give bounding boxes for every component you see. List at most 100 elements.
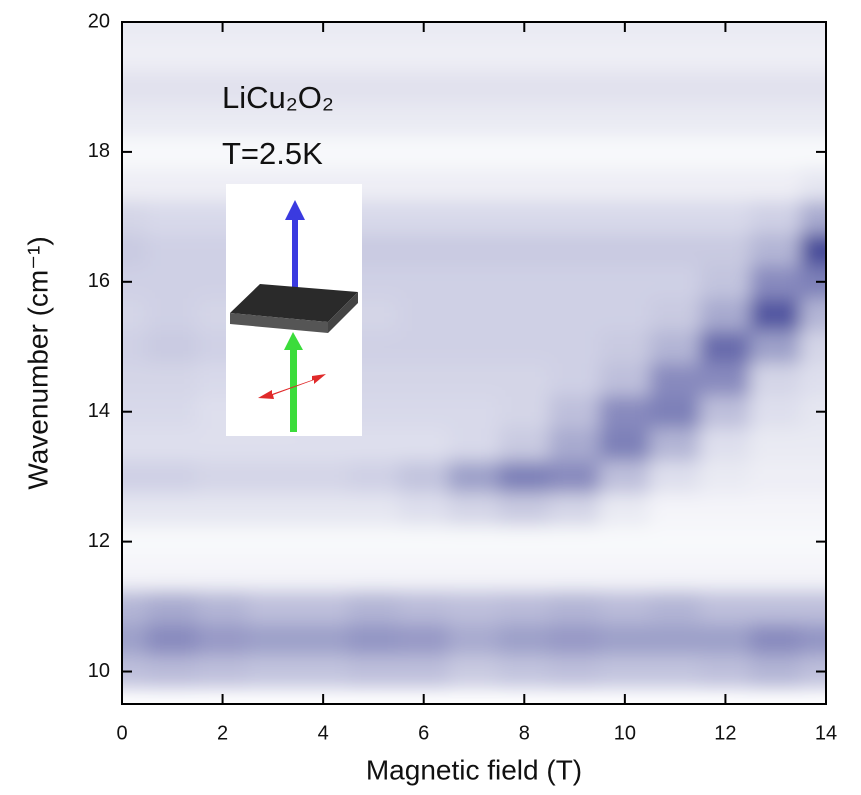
heat-cell — [448, 297, 500, 332]
heat-cell — [247, 70, 299, 104]
x-tick-label: 2 — [217, 722, 228, 744]
heat-cell — [498, 394, 550, 429]
heat-cell — [699, 232, 752, 267]
heat-cell — [750, 297, 802, 332]
heat-cell — [297, 37, 349, 72]
heat-cell — [548, 362, 601, 396]
heat-cell — [750, 394, 802, 429]
heat-cell — [498, 200, 550, 234]
heat-cell — [750, 37, 802, 72]
heat-cell — [146, 427, 198, 461]
heat-cell — [398, 297, 450, 332]
heat-cell — [699, 492, 752, 526]
heat-cell — [699, 330, 752, 364]
heat-cell — [548, 654, 601, 689]
heat-cell — [699, 70, 752, 104]
heat-cell — [599, 297, 651, 332]
heat-cell — [548, 232, 601, 267]
heat-cell — [498, 589, 550, 624]
annotation: T=2.5K — [222, 136, 323, 171]
heat-cell — [649, 524, 701, 559]
heat-cell — [297, 622, 349, 656]
heat-cell — [146, 22, 198, 39]
heat-cell — [498, 102, 550, 137]
heat-cell — [122, 70, 148, 104]
heat-cell — [146, 232, 198, 267]
heat-cell — [800, 557, 826, 591]
heat-cell — [146, 589, 198, 624]
heat-cell — [146, 557, 198, 591]
heat-cell — [498, 232, 550, 267]
heat-cell — [498, 297, 550, 332]
heat-cell — [750, 362, 802, 396]
heat-cell — [750, 135, 802, 169]
heat-cell — [398, 394, 450, 429]
x-tick-label: 0 — [116, 722, 127, 744]
heat-cell — [649, 297, 701, 332]
heat-cell — [196, 654, 249, 689]
heat-cell — [750, 167, 802, 202]
heat-cell — [699, 37, 752, 72]
heat-cell — [599, 589, 651, 624]
heat-cell — [649, 427, 701, 461]
heat-cell — [448, 557, 500, 591]
heat-cell — [750, 330, 802, 364]
heat-cell — [750, 232, 802, 267]
heat-cell — [599, 37, 651, 72]
heat-cell — [498, 265, 550, 299]
heat-cell — [548, 70, 601, 104]
heat-cell — [800, 167, 826, 202]
heat-cell — [146, 362, 198, 396]
heat-cell — [750, 459, 802, 494]
heat-cell — [699, 459, 752, 494]
heat-cell — [599, 427, 651, 461]
heat-cell — [146, 524, 198, 559]
green-arrow — [284, 332, 303, 432]
heat-cell — [196, 557, 249, 591]
heat-cell — [146, 265, 198, 299]
heat-cell — [649, 589, 701, 624]
blue-arrow — [285, 200, 305, 298]
heat-cell — [122, 459, 148, 494]
heat-cell — [599, 330, 651, 364]
heat-cell — [800, 589, 826, 624]
heat-cell — [699, 297, 752, 332]
heat-cell — [649, 492, 701, 526]
heat-cell — [196, 70, 249, 104]
heat-cell — [699, 265, 752, 299]
heat-cell — [398, 37, 450, 72]
heat-cell — [398, 589, 450, 624]
heat-cell — [448, 265, 500, 299]
heat-cell — [398, 654, 450, 689]
heat-cell — [800, 622, 826, 656]
heat-cell — [146, 167, 198, 202]
plot-frame — [121, 21, 827, 705]
heat-cell — [448, 524, 500, 559]
heat-cell — [498, 362, 550, 396]
heat-cell — [297, 557, 349, 591]
heat-cell — [699, 200, 752, 234]
heatmap — [122, 22, 826, 689]
heat-cell — [448, 427, 500, 461]
heat-cell — [347, 492, 400, 526]
heat-cell — [347, 37, 400, 72]
heat-cell — [649, 135, 701, 169]
heat-cell — [599, 200, 651, 234]
heat-cell — [498, 622, 550, 656]
heat-cell — [548, 102, 601, 137]
heat-cell — [699, 557, 752, 591]
heat-cell — [297, 135, 349, 169]
heat-cell — [548, 492, 601, 526]
heat-cell — [649, 102, 701, 137]
heat-cell — [347, 589, 400, 624]
heat-cell — [800, 427, 826, 461]
x-tick-label: 10 — [614, 722, 636, 744]
heat-cell — [146, 200, 198, 234]
heat-cell — [347, 102, 400, 137]
heat-cell — [548, 524, 601, 559]
heat-cell — [599, 459, 651, 494]
heat-cell — [699, 524, 752, 559]
heat-cell — [800, 37, 826, 72]
heat-cell — [599, 70, 651, 104]
heat-cell — [498, 654, 550, 689]
